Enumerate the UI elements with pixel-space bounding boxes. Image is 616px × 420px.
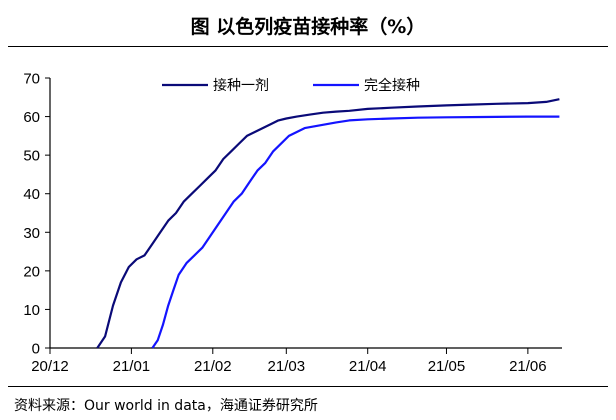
x-tick-label: 21/01 (113, 358, 151, 375)
legend-label: 完全接种 (364, 77, 420, 94)
y-tick-label: 50 (23, 148, 40, 165)
source-rule (8, 386, 608, 387)
x-axis-ticks: 20/12 21/01 21/02 21/03 21/04 21/05 21/06 (31, 348, 547, 375)
y-tick-label: 30 (23, 225, 40, 242)
x-tick-label: 21/03 (268, 358, 306, 375)
series-lines (96, 98, 560, 349)
legend: 接种一剂 完全接种 (162, 77, 420, 94)
x-tick-label: 21/02 (194, 358, 232, 375)
x-tick-label: 21/04 (349, 358, 387, 375)
y-tick-label: 40 (23, 186, 40, 203)
x-tick-label: 20/12 (31, 358, 69, 375)
y-tick-label: 70 (23, 71, 40, 88)
x-tick-label: 21/05 (428, 358, 466, 375)
y-tick-label: 10 (23, 302, 40, 319)
x-tick-label: 21/06 (509, 358, 547, 375)
series-line-first-dose (96, 98, 560, 349)
chart-title: 图 以色列疫苗接种率（%） (190, 15, 426, 38)
y-tick-label: 0 (32, 341, 40, 358)
title-rule (8, 46, 608, 47)
y-tick-label: 20 (23, 263, 40, 280)
legend-label: 接种一剂 (213, 77, 269, 94)
y-tick-label: 60 (23, 109, 40, 126)
y-axis-ticks: 0 10 20 30 40 50 60 70 (23, 71, 50, 358)
source-note: 资料来源：Our world in data，海通证券研究所 (14, 398, 318, 414)
series-line-full (151, 115, 560, 349)
vaccination-chart: 0 10 20 30 40 50 60 70 20/12 21/01 21/02 21/03 21/0… (23, 71, 562, 375)
axes (49, 78, 562, 349)
